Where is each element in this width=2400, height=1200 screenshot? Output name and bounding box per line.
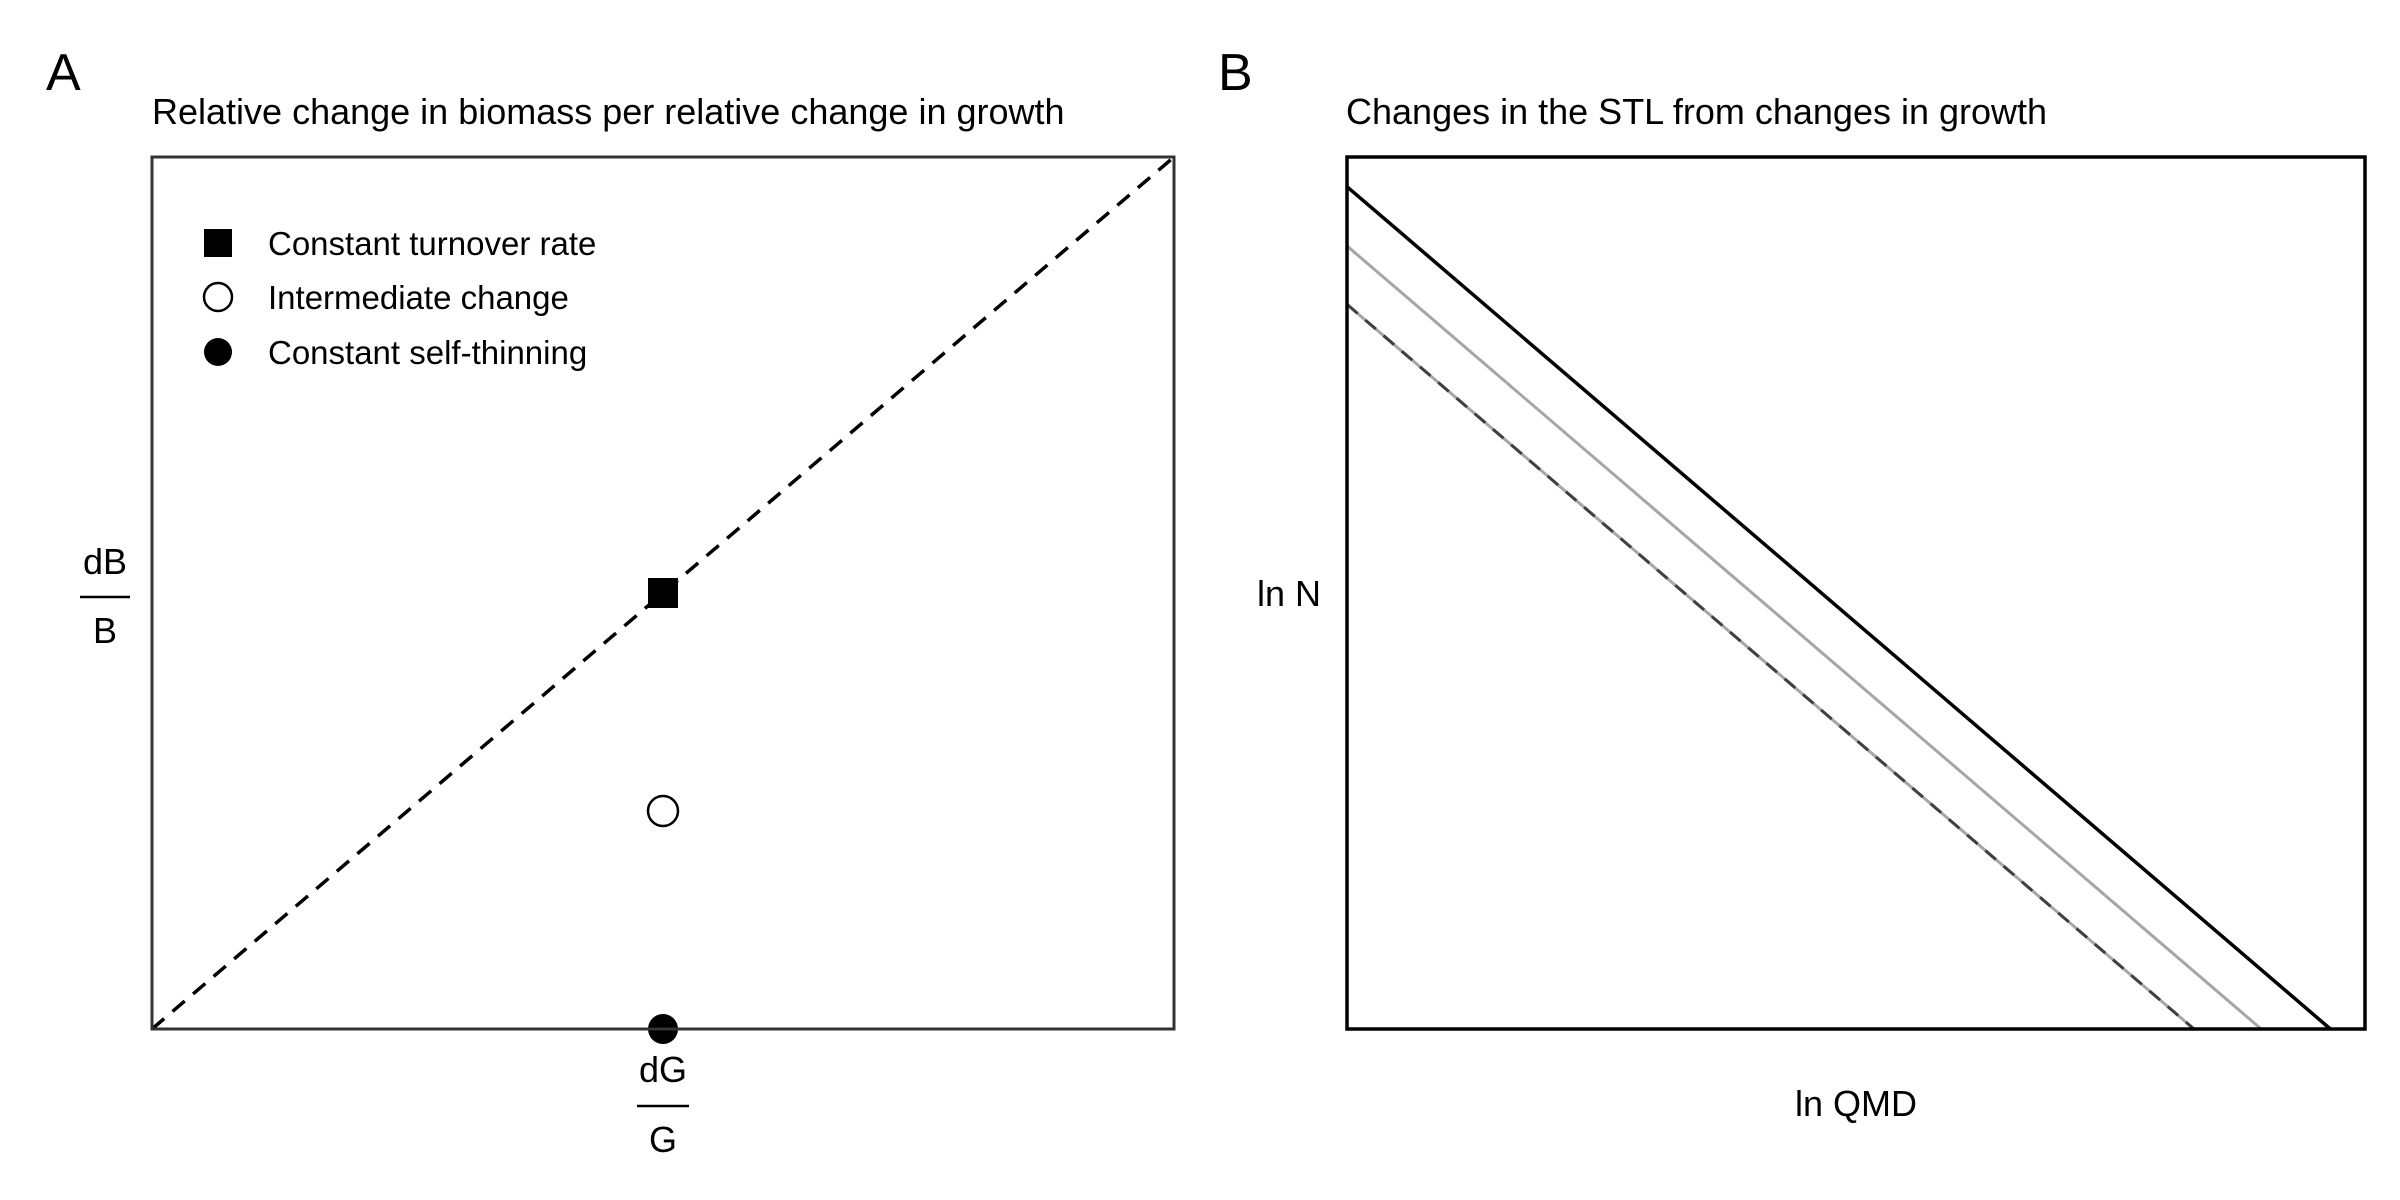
panel-a-legend: Constant turnover rate Intermediate chan… bbox=[202, 225, 596, 371]
panel-a-xlabel-denominator: G bbox=[649, 1119, 677, 1160]
legend-label-constant-turnover: Constant turnover rate bbox=[268, 225, 596, 262]
panel-a-xlabel-numerator: dG bbox=[639, 1049, 687, 1090]
panel-b-ylabel: ln N bbox=[1257, 573, 1321, 614]
panel-a-title: Relative change in biomass per relative … bbox=[152, 91, 1065, 132]
stl-line-0 bbox=[1345, 185, 2332, 1031]
legend-open-circle-marker bbox=[202, 281, 234, 313]
panel-a-frame bbox=[150, 155, 1176, 1031]
legend-square-marker bbox=[204, 229, 232, 257]
panel-a: A Relative change in biomass per relativ… bbox=[46, 44, 1176, 1160]
panel-b-xlabel: ln QMD bbox=[1795, 1083, 1917, 1124]
reference-line-1to1 bbox=[150, 155, 1176, 1031]
panel-a-letter: A bbox=[46, 44, 81, 102]
panel-b-letter: B bbox=[1218, 44, 1253, 102]
legend-filled-circle-marker bbox=[204, 338, 232, 366]
point-0-0 bbox=[648, 578, 678, 608]
panel-a-ylabel: dB B bbox=[80, 541, 130, 651]
stl-line-3 bbox=[1346, 303, 2195, 1031]
point-1-0 bbox=[646, 794, 680, 828]
stl-line-1 bbox=[1346, 244, 2263, 1031]
panel-a-ylabel-denominator: B bbox=[93, 610, 117, 651]
panel-a-ylabel-numerator: dB bbox=[83, 541, 127, 582]
panel-b-frame bbox=[1345, 155, 2367, 1031]
panel-b: B Changes in the STL from changes in gro… bbox=[1218, 44, 2367, 1124]
legend-label-intermediate: Intermediate change bbox=[268, 279, 569, 316]
panel-a-xlabel: dG G bbox=[637, 1049, 689, 1160]
legend-label-self-thinning: Constant self-thinning bbox=[268, 334, 587, 371]
panel-b-plot bbox=[1345, 185, 2332, 1031]
panel-b-title: Changes in the STL from changes in growt… bbox=[1346, 91, 2047, 132]
panel-a-plot bbox=[150, 155, 1176, 1044]
